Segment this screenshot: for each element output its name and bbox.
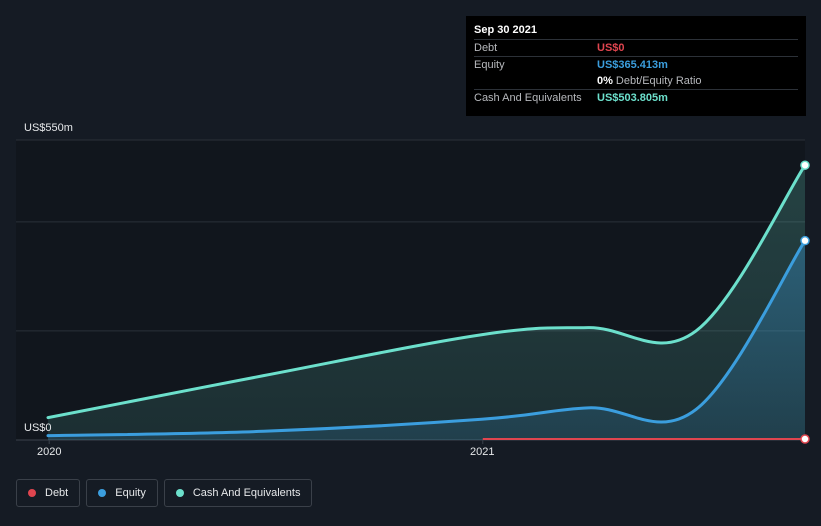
tooltip-label-equity: Equity <box>474 59 505 71</box>
tooltip-ratio-label: Debt/Equity Ratio <box>615 75 702 87</box>
tooltip-ratio-value: 0% <box>597 75 613 87</box>
tooltip-label-debt: Debt <box>474 42 498 54</box>
tooltip-value-equity: US$365.413m <box>597 59 668 71</box>
legend-item-equity[interactable]: Equity <box>86 479 158 507</box>
tooltip-row-equity: Equity US$365.413m <box>474 56 798 73</box>
chart-legend: Debt Equity Cash And Equivalents <box>16 479 313 507</box>
legend-item-debt[interactable]: Debt <box>16 479 81 507</box>
y-tick-label-max: US$550m <box>24 122 73 134</box>
tooltip-value-debt: US$0 <box>597 42 625 54</box>
tooltip-row-cash: Cash And Equivalents US$503.805m <box>474 89 798 106</box>
cash-area <box>48 165 805 440</box>
equity-legend-dot-icon <box>98 489 107 497</box>
cash-line <box>46 163 807 420</box>
y-tick-label-min: US$0 <box>24 422 52 434</box>
tooltip-label-cash: Cash And Equivalents <box>474 92 582 104</box>
tooltip-row-ratio: 0% Debt/Equity Ratio <box>474 73 798 89</box>
tooltip-date: Sep 30 2021 <box>474 24 537 36</box>
chart-tooltip: Sep 30 2021 Debt US$0 Equity US$365.413m… <box>466 16 806 116</box>
x-tick-label-2021: 2021 <box>470 446 495 458</box>
cash-end-point <box>800 160 810 170</box>
x-tick-label-2020: 2020 <box>37 446 62 458</box>
debt-legend-dot-icon <box>28 489 36 497</box>
cash-legend-dot-icon <box>175 489 184 497</box>
legend-label-debt: Debt <box>45 487 69 499</box>
equity-line <box>46 239 807 438</box>
tooltip-row-debt: Debt US$0 <box>474 39 798 56</box>
debt-end-point <box>800 434 810 444</box>
equity-end-point <box>800 235 810 246</box>
legend-label-equity: Equity <box>115 487 146 499</box>
tooltip-value-cash: US$503.805m <box>597 92 668 104</box>
equity-area <box>48 240 805 440</box>
legend-item-cash[interactable]: Cash And Equivalents <box>163 479 313 507</box>
legend-label-cash: Cash And Equivalents <box>192 487 301 499</box>
